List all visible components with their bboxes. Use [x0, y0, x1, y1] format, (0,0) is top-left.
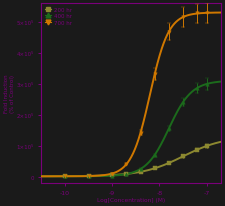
X-axis label: Log[Concentration] (M): Log[Concentration] (M) [97, 197, 165, 202]
Y-axis label: Fold Induction
(% of Control): Fold Induction (% of Control) [4, 74, 15, 113]
Legend: 200 hr, 400 hr, 700 hr: 200 hr, 400 hr, 700 hr [43, 5, 74, 28]
